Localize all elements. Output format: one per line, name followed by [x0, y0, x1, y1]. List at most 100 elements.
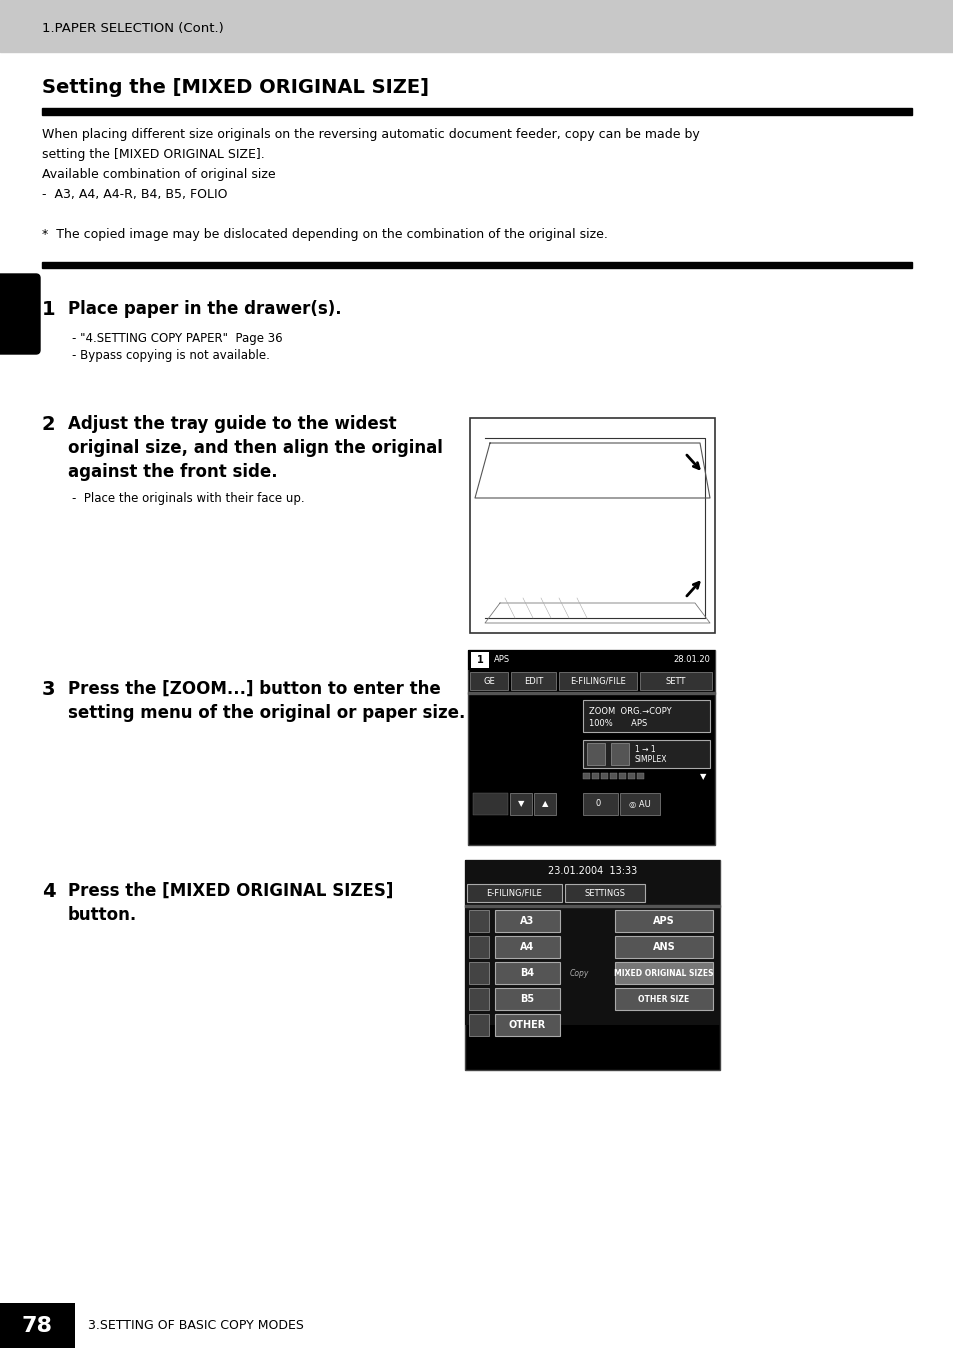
- Bar: [495, 1014, 559, 1037]
- Text: 100%       APS: 100% APS: [588, 720, 646, 728]
- Text: Press the [MIXED ORIGINAL SIZES]: Press the [MIXED ORIGINAL SIZES]: [68, 882, 393, 900]
- Bar: [582, 772, 589, 779]
- Bar: [469, 962, 489, 984]
- Bar: [0, 0, 953, 53]
- Bar: [510, 793, 532, 816]
- Text: A3: A3: [519, 917, 534, 926]
- Text: 3.SETTING OF BASIC COPY MODES: 3.SETTING OF BASIC COPY MODES: [88, 1318, 304, 1332]
- Text: EDIT: EDIT: [523, 677, 542, 686]
- Bar: [534, 793, 556, 816]
- Text: Adjust the tray guide to the widest: Adjust the tray guide to the widest: [68, 415, 396, 433]
- Text: 78: 78: [22, 1316, 52, 1336]
- Text: against the front side.: against the front side.: [68, 462, 277, 481]
- Bar: [639, 673, 711, 690]
- Bar: [464, 905, 720, 907]
- Bar: [468, 650, 714, 845]
- Text: A4: A4: [519, 942, 534, 952]
- Text: B4: B4: [520, 968, 534, 979]
- Text: OTHER SIZE: OTHER SIZE: [638, 995, 689, 1003]
- Text: Copy: Copy: [569, 968, 589, 977]
- Text: MIXED ORIGINAL SIZES: MIXED ORIGINAL SIZES: [614, 968, 713, 977]
- Bar: [582, 700, 709, 732]
- Text: -  A3, A4, A4-R, B4, B5, FOLIO: - A3, A4, A4-R, B4, B5, FOLIO: [42, 187, 227, 201]
- Text: 4: 4: [42, 882, 55, 900]
- Text: E-FILING/FILE: E-FILING/FILE: [570, 677, 625, 686]
- Bar: [618, 772, 625, 779]
- Text: - Bypass copying is not available.: - Bypass copying is not available.: [71, 349, 270, 363]
- Text: SETT: SETT: [665, 677, 685, 686]
- Bar: [469, 988, 489, 1010]
- Bar: [511, 673, 556, 690]
- Bar: [470, 418, 714, 634]
- Text: setting the [MIXED ORIGINAL SIZE].: setting the [MIXED ORIGINAL SIZE].: [42, 148, 265, 160]
- Bar: [469, 910, 489, 931]
- Text: - "4.SETTING COPY PAPER"  Page 36: - "4.SETTING COPY PAPER" Page 36: [71, 332, 282, 345]
- Text: 1.PAPER SELECTION (Cont.): 1.PAPER SELECTION (Cont.): [42, 22, 224, 35]
- Bar: [470, 673, 507, 690]
- Text: APS: APS: [653, 917, 674, 926]
- Bar: [42, 262, 911, 268]
- Text: E-FILING/FILE: E-FILING/FILE: [486, 888, 542, 898]
- Text: *  The copied image may be dislocated depending on the combination of the origin: * The copied image may be dislocated dep…: [42, 228, 607, 241]
- Text: Place paper in the drawer(s).: Place paper in the drawer(s).: [68, 301, 341, 318]
- Bar: [495, 962, 559, 984]
- Text: Setting the [MIXED ORIGINAL SIZE]: Setting the [MIXED ORIGINAL SIZE]: [42, 78, 429, 97]
- Text: ▼: ▼: [699, 772, 705, 782]
- Text: button.: button.: [68, 906, 137, 923]
- Text: When placing different size originals on the reversing automatic document feeder: When placing different size originals on…: [42, 128, 699, 142]
- Bar: [615, 936, 712, 958]
- Text: 28.01.20: 28.01.20: [673, 655, 709, 665]
- Text: ▲: ▲: [541, 799, 548, 809]
- Bar: [468, 650, 714, 670]
- Text: original size, and then align the original: original size, and then align the origin…: [68, 439, 442, 457]
- Bar: [600, 772, 607, 779]
- Bar: [473, 793, 507, 816]
- Text: B5: B5: [520, 993, 534, 1004]
- Bar: [495, 936, 559, 958]
- Text: 1: 1: [476, 655, 483, 665]
- Text: 23.01.2004  13:33: 23.01.2004 13:33: [547, 865, 637, 876]
- Bar: [558, 673, 637, 690]
- Bar: [627, 772, 635, 779]
- Bar: [609, 772, 617, 779]
- Text: 3: 3: [42, 679, 55, 700]
- Bar: [582, 793, 618, 816]
- Bar: [467, 884, 561, 902]
- Bar: [471, 652, 489, 669]
- Bar: [564, 884, 644, 902]
- Text: ◎ AU: ◎ AU: [628, 799, 650, 809]
- Text: ANS: ANS: [652, 942, 675, 952]
- Text: OTHER: OTHER: [508, 1020, 545, 1030]
- Bar: [615, 962, 712, 984]
- Bar: [582, 740, 709, 768]
- Bar: [0, 1304, 75, 1348]
- Bar: [469, 1014, 489, 1037]
- Text: -  Place the originals with their face up.: - Place the originals with their face up…: [71, 492, 304, 506]
- Bar: [586, 743, 604, 766]
- Bar: [468, 692, 714, 694]
- Text: 0: 0: [595, 799, 600, 809]
- Bar: [464, 860, 720, 1070]
- Text: GE: GE: [482, 677, 495, 686]
- Text: Available combination of original size: Available combination of original size: [42, 168, 275, 181]
- Bar: [495, 988, 559, 1010]
- Bar: [495, 910, 559, 931]
- Text: ZOOM  ORG.→COPY: ZOOM ORG.→COPY: [588, 708, 671, 717]
- Text: SETTINGS: SETTINGS: [584, 888, 625, 898]
- Bar: [615, 988, 712, 1010]
- Text: 1 → 1: 1 → 1: [635, 745, 655, 755]
- Bar: [619, 793, 659, 816]
- Bar: [464, 860, 720, 1024]
- Text: APS: APS: [494, 655, 510, 665]
- Bar: [637, 772, 643, 779]
- Bar: [42, 108, 911, 115]
- Bar: [615, 910, 712, 931]
- Bar: [592, 772, 598, 779]
- Bar: [610, 743, 628, 766]
- Text: SIMPLEX: SIMPLEX: [635, 755, 667, 764]
- Text: Press the [ZOOM...] button to enter the: Press the [ZOOM...] button to enter the: [68, 679, 440, 698]
- Text: setting menu of the original or paper size.: setting menu of the original or paper si…: [68, 704, 465, 723]
- Text: 1: 1: [42, 301, 55, 319]
- Text: 2: 2: [42, 415, 55, 434]
- FancyBboxPatch shape: [0, 274, 40, 355]
